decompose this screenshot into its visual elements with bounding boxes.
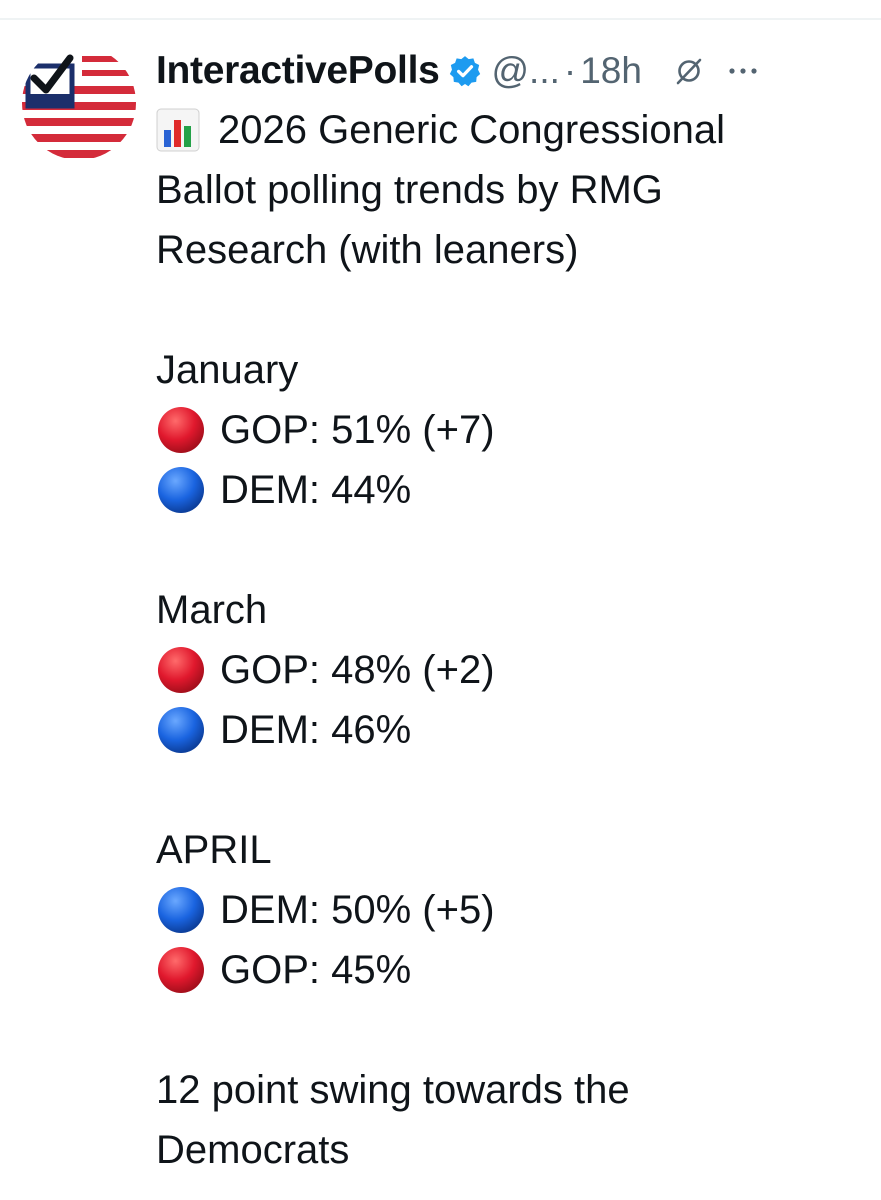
poll-result-text: GOP: 51% (+7) <box>220 408 495 452</box>
poll-row: GOP: 51% (+7) <box>156 400 866 460</box>
title-text-1: 2026 Generic Congressional <box>218 108 725 152</box>
poll-result-text: GOP: 45% <box>220 948 412 992</box>
poll-result-text: DEM: 44% <box>220 468 412 512</box>
red-circle-emoji-icon <box>156 405 206 455</box>
title-line: 2026 Generic Congressional <box>156 100 866 160</box>
month-label: APRIL <box>156 820 866 880</box>
title-line: Research (with leaners) <box>156 220 866 280</box>
blue-circle-emoji-icon <box>156 465 206 515</box>
summary-text-1: 12 point swing towards the <box>156 1068 630 1112</box>
red-circle-emoji-icon <box>156 945 206 995</box>
timestamp[interactable]: 18h <box>580 50 642 91</box>
separator-dot: · <box>563 50 577 91</box>
avatar[interactable] <box>22 46 136 160</box>
title-text-3: Research (with leaners) <box>156 228 579 272</box>
month-label: January <box>156 340 866 400</box>
poll-row: DEM: 46% <box>156 700 866 760</box>
top-divider <box>0 18 881 20</box>
poll-row: DEM: 50% (+5) <box>156 880 866 940</box>
summary-line: Democrats <box>156 1120 866 1180</box>
blue-circle-emoji-icon <box>156 885 206 935</box>
verified-badge-icon[interactable] <box>448 54 482 88</box>
month-label: March <box>156 580 866 640</box>
post-header: InteractivePolls @... · 18h <box>156 42 866 100</box>
month-january: January <box>156 348 299 392</box>
more-options-icon[interactable] <box>728 54 758 88</box>
title-text-2: Ballot polling trends by RMG <box>156 168 663 212</box>
poll-row: GOP: 48% (+2) <box>156 640 866 700</box>
user-handle[interactable]: @... <box>491 50 560 91</box>
month-march: March <box>156 588 268 632</box>
month-april: APRIL <box>156 828 272 872</box>
title-line: Ballot polling trends by RMG <box>156 160 866 220</box>
bar-chart-emoji-icon <box>156 108 200 152</box>
poll-result-text: GOP: 48% (+2) <box>220 648 495 692</box>
red-circle-emoji-icon <box>156 645 206 695</box>
avatar-logo-icon <box>22 46 136 160</box>
summary-text-2: Democrats <box>156 1128 350 1172</box>
blue-circle-emoji-icon <box>156 705 206 755</box>
grok-icon[interactable] <box>672 54 706 88</box>
summary-line: 12 point swing towards the <box>156 1060 866 1120</box>
display-name[interactable]: InteractivePolls <box>156 49 440 92</box>
poll-result-text: DEM: 50% (+5) <box>220 888 495 932</box>
poll-row: DEM: 44% <box>156 460 866 520</box>
post-text: 2026 Generic Congressional Ballot pollin… <box>156 100 866 1180</box>
poll-result-text: DEM: 46% <box>220 708 412 752</box>
poll-row: GOP: 45% <box>156 940 866 1000</box>
